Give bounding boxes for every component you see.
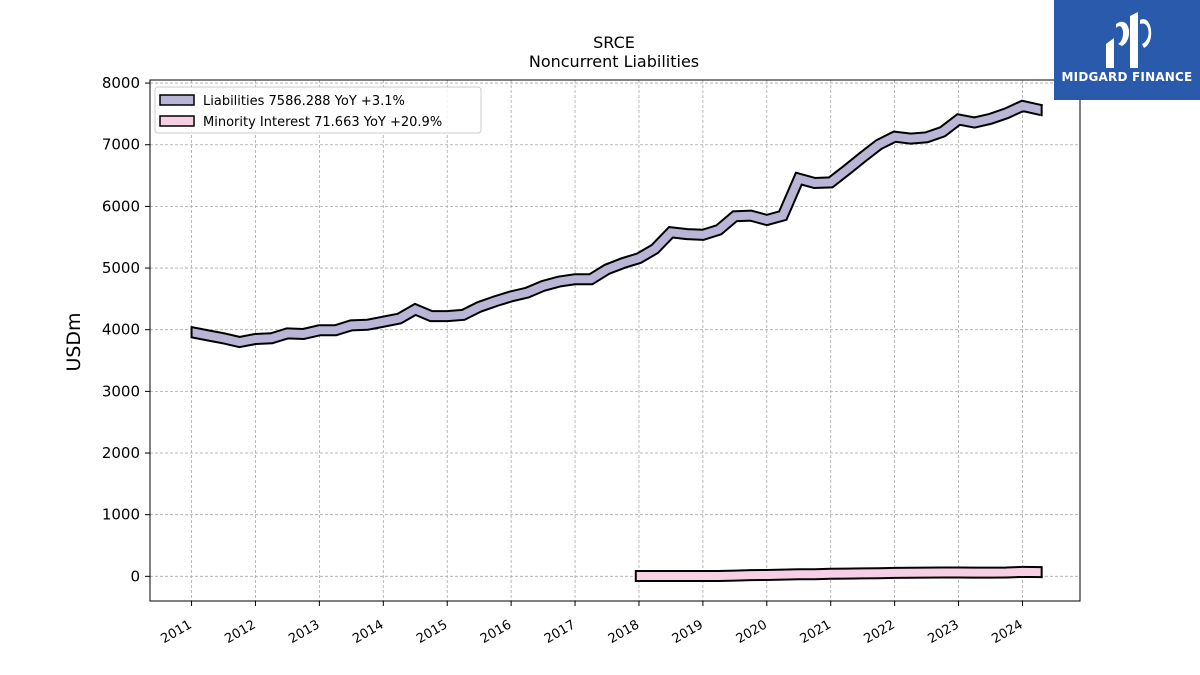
y-tick-label: 0 xyxy=(130,567,140,585)
x-tick-label: 2021 xyxy=(798,617,834,647)
x-tick-label: 2018 xyxy=(606,617,642,647)
legend-label: Liabilities 7586.288 YoY +3.1% xyxy=(203,94,405,109)
x-tick-label: 2012 xyxy=(222,617,258,647)
legend: Liabilities 7586.288 YoY +3.1% Minority I… xyxy=(154,86,482,134)
y-axis-label: USDm xyxy=(63,312,85,371)
y-tick-label: 6000 xyxy=(102,197,140,215)
series-line xyxy=(190,101,1043,347)
legend-swatch xyxy=(159,94,195,106)
axes: 0 1000 2000 3000 4000 5000 6000 7000 8000 2011 201… xyxy=(102,74,1026,647)
y-tick-label: 8000 xyxy=(102,74,140,92)
chart-subtitle: Noncurrent Liabilities xyxy=(529,52,699,71)
legend-swatch xyxy=(159,115,195,127)
series-line xyxy=(635,567,1042,580)
y-tick-label: 3000 xyxy=(102,382,140,400)
y-tick-label: 7000 xyxy=(102,136,140,154)
x-tick-label: 2024 xyxy=(989,617,1025,647)
x-tick-label: 2022 xyxy=(862,617,898,647)
y-tick-label: 4000 xyxy=(102,321,140,339)
legend-label: Minority Interest 71.663 YoY +20.9% xyxy=(203,115,442,130)
series-liabilities xyxy=(190,99,1043,349)
x-tick-label: 2016 xyxy=(478,617,514,647)
brand-logo: MIDGARD FINANCE xyxy=(1054,0,1200,100)
series-layer xyxy=(190,99,1043,583)
legend-box xyxy=(154,86,482,134)
brand-mark-icon xyxy=(1106,12,1152,68)
x-tick-label: 2014 xyxy=(350,617,386,647)
x-tick-label: 2023 xyxy=(925,617,961,647)
y-tick-label: 2000 xyxy=(102,444,140,462)
y-tick-label: 1000 xyxy=(102,506,140,524)
x-tick-label: 2015 xyxy=(414,617,450,647)
x-tick-label: 2019 xyxy=(670,617,706,647)
grid xyxy=(150,80,1080,601)
x-tick-label: 2017 xyxy=(542,617,578,647)
y-tick-label: 5000 xyxy=(102,259,140,277)
x-tick-label: 2013 xyxy=(286,617,322,647)
x-tick-label: 2020 xyxy=(734,617,770,647)
series-minority-interest xyxy=(634,565,1043,583)
brand-name: MIDGARD FINANCE xyxy=(1061,70,1193,84)
chart-title: SRCE xyxy=(593,33,635,52)
plot-frame xyxy=(149,79,1081,602)
x-tick-label: 2011 xyxy=(158,617,194,647)
